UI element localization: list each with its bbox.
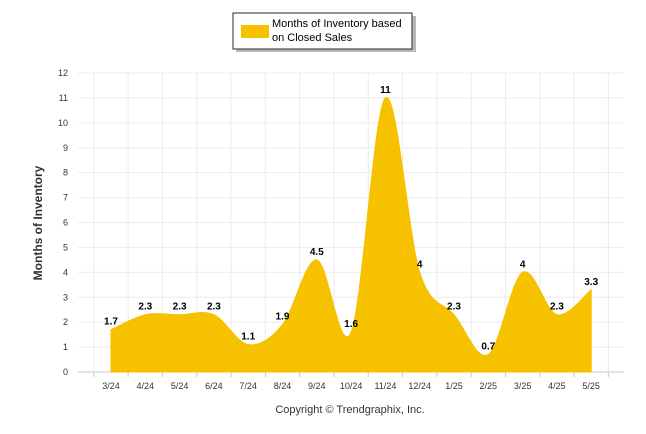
x-tick-label-3/24: 3/24: [102, 381, 120, 391]
x-tick-label-7/24: 7/24: [239, 381, 257, 391]
data-point-3/25: [522, 271, 524, 273]
x-tick-label-3/25: 3/25: [514, 381, 532, 391]
data-point-2/25: [487, 354, 489, 356]
legend-swatch: [241, 25, 269, 38]
data-label-5/25: 3.3: [584, 277, 598, 288]
y-tick-label: 6: [63, 218, 68, 228]
legend-label-line1: Months of Inventory based: [272, 18, 402, 30]
x-tick-label-10/24: 10/24: [340, 381, 363, 391]
x-tick-label-1/25: 1/25: [445, 381, 463, 391]
data-point-10/24: [350, 331, 352, 333]
x-tick-label-4/25: 4/25: [548, 381, 566, 391]
y-tick-label: 4: [63, 267, 68, 277]
data-label-4/24: 2.3: [138, 302, 152, 313]
data-label-8/24: 1.9: [276, 312, 290, 323]
data-point-3/24: [110, 329, 112, 331]
data-label-7/24: 1.1: [241, 332, 255, 343]
data-point-5/24: [179, 314, 181, 316]
data-point-7/24: [247, 344, 249, 346]
data-label-12/24: 4: [417, 259, 423, 270]
data-label-1/25: 2.3: [447, 302, 461, 313]
data-point-11/24: [384, 97, 386, 99]
data-point-6/24: [213, 314, 215, 316]
x-tick-label-11/24: 11/24: [374, 381, 396, 391]
area-series: [110, 97, 592, 373]
data-labels: 1.7 2.3 2.3 2.3 1.1 1.9 4.5 1.6 11 4 2.3 0.7 4 2.3 3.3: [104, 85, 599, 353]
copyright-text: Copyright © Trendgraphix, Inc.: [275, 404, 424, 416]
x-tick-label-5/24: 5/24: [171, 381, 189, 391]
data-point-8/24: [282, 324, 283, 326]
y-tick-label: 5: [63, 242, 68, 252]
y-tick-label: 7: [63, 193, 68, 203]
area-fill: [110, 97, 592, 373]
y-tick-label: 1: [63, 342, 68, 352]
x-tick-label-12/24: 12/24: [408, 381, 431, 391]
data-label-10/24: 1.6: [344, 319, 358, 330]
y-tick-label: 2: [63, 317, 68, 327]
legend: Months of Inventory based on Closed Sale…: [232, 12, 416, 52]
y-tick-label: 12: [58, 68, 68, 78]
data-point-1/25: [453, 314, 455, 316]
data-label-9/24: 4.5: [310, 247, 324, 258]
x-tick-label-6/24: 6/24: [205, 381, 223, 391]
data-label-4/25: 2.3: [550, 302, 564, 313]
data-label-3/25: 4: [520, 259, 526, 270]
y-tick-label: 10: [58, 118, 68, 128]
x-tick-label-8/24: 8/24: [274, 381, 292, 391]
data-label-5/24: 2.3: [173, 302, 187, 313]
x-tick-label-9/24: 9/24: [308, 381, 326, 391]
legend-label-line2: on Closed Sales: [272, 32, 353, 44]
x-tick-label-5/25: 5/25: [582, 381, 600, 391]
data-label-6/24: 2.3: [207, 302, 221, 313]
data-point-12/24: [419, 271, 421, 273]
data-label-11/24: 11: [380, 85, 391, 96]
data-point-5/25: [590, 289, 592, 291]
data-point-4/24: [144, 314, 146, 316]
x-tick-labels: 3/24 4/24 5/24 6/24 7/24 8/24 9/24 10/24 11/24 12…: [102, 381, 600, 391]
y-axis-title: Months of Inventory: [31, 165, 45, 280]
axes: [93, 372, 609, 377]
data-point-4/25: [556, 314, 558, 316]
data-label-3/24: 1.7: [104, 317, 118, 328]
data-point-9/24: [316, 259, 318, 261]
y-tick-label: 9: [63, 143, 68, 153]
y-tick-label: 3: [63, 292, 68, 302]
y-tick-label: 11: [59, 93, 68, 103]
data-label-2/25: 0.7: [481, 342, 495, 353]
y-tick-label: 0: [63, 367, 68, 377]
x-tick-label-2/25: 2/25: [480, 381, 498, 391]
x-tick-label-4/24: 4/24: [137, 381, 155, 391]
y-tick-label: 8: [63, 168, 68, 178]
